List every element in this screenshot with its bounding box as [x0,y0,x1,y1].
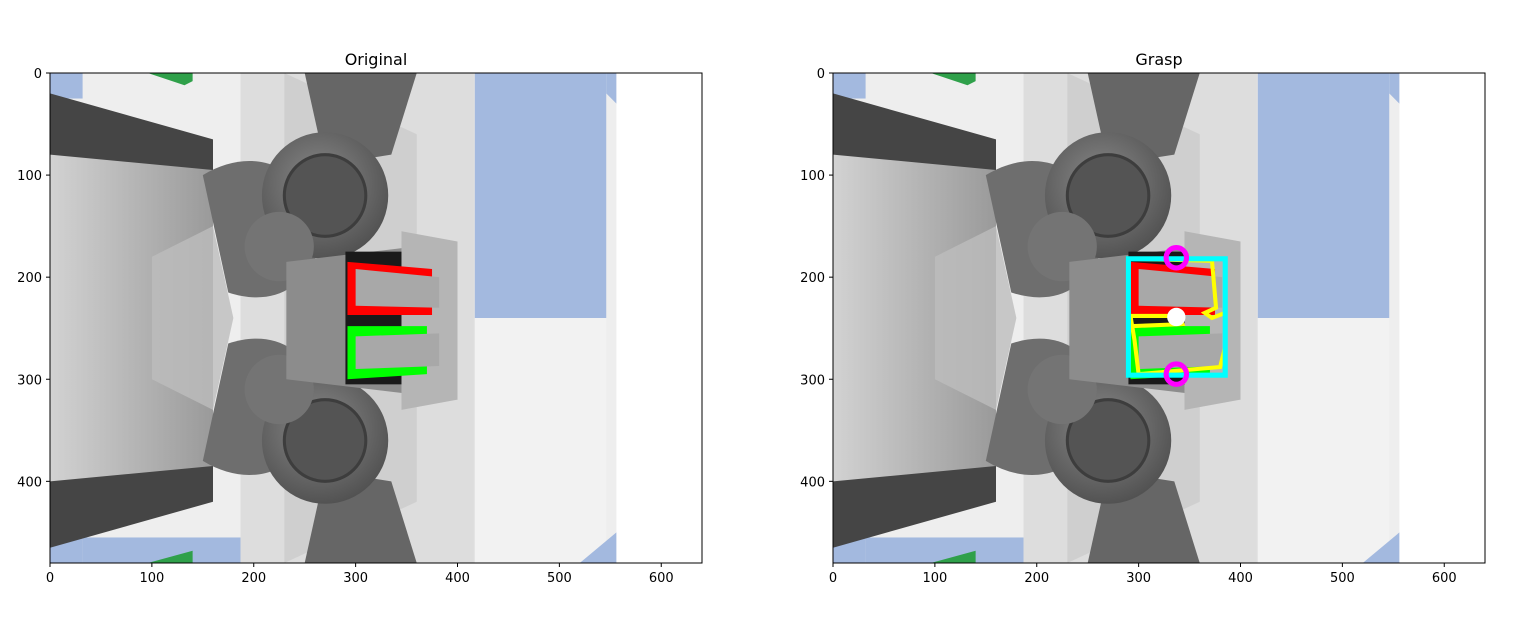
y-tick-label: 400 [800,475,825,490]
x-tick-label: 600 [649,571,674,586]
panel-original: Original 0 100 200 300 400 500 600 0 100 200 300 40… [17,50,703,586]
y-tick-label: 300 [17,373,42,388]
y-tick-label: 300 [800,373,825,388]
y-tick-label: 200 [17,271,42,286]
x-tick-label: 400 [1228,571,1253,586]
panel-title: Grasp [1135,50,1182,69]
x-tick-label: 500 [1330,571,1355,586]
y-tick-label: 100 [17,169,42,184]
grasp-box [1125,256,1228,378]
x-tick-label: 0 [46,571,54,586]
y-tick-label: 100 [800,169,825,184]
x-tick-label: 600 [1432,571,1457,586]
grasp-point-bottom [1163,361,1190,387]
x-tick-label: 400 [445,571,470,586]
x-tick-label: 100 [922,571,947,586]
x-tick-label: 200 [241,571,266,586]
grasp-point-top [1163,245,1190,271]
axes-ticks: 0 100 200 300 400 500 600 0 100 200 300 400 [17,67,673,586]
x-tick-label: 300 [343,571,368,586]
panel-title: Original [345,50,408,69]
y-tick-label: 400 [17,475,42,490]
panel-grasp: Grasp 0 100 200 300 400 500 600 0 100 200 300 400 [800,50,1486,586]
y-tick-label: 200 [800,271,825,286]
axes-frame [49,72,703,564]
x-tick-label: 500 [547,571,572,586]
x-tick-label: 200 [1024,571,1049,586]
image-grasp [833,73,1485,563]
y-tick-label: 0 [817,67,825,82]
axes-frame [832,72,1486,564]
grasp-center [1167,307,1186,327]
y-tick-label: 0 [34,67,42,82]
grasp-overlay [1125,245,1228,387]
x-tick-label: 300 [1126,571,1151,586]
axes-ticks: 0 100 200 300 400 500 600 0 100 200 300 400 [800,67,1456,586]
image-original [50,73,702,563]
x-tick-label: 0 [829,571,837,586]
x-tick-label: 100 [139,571,164,586]
